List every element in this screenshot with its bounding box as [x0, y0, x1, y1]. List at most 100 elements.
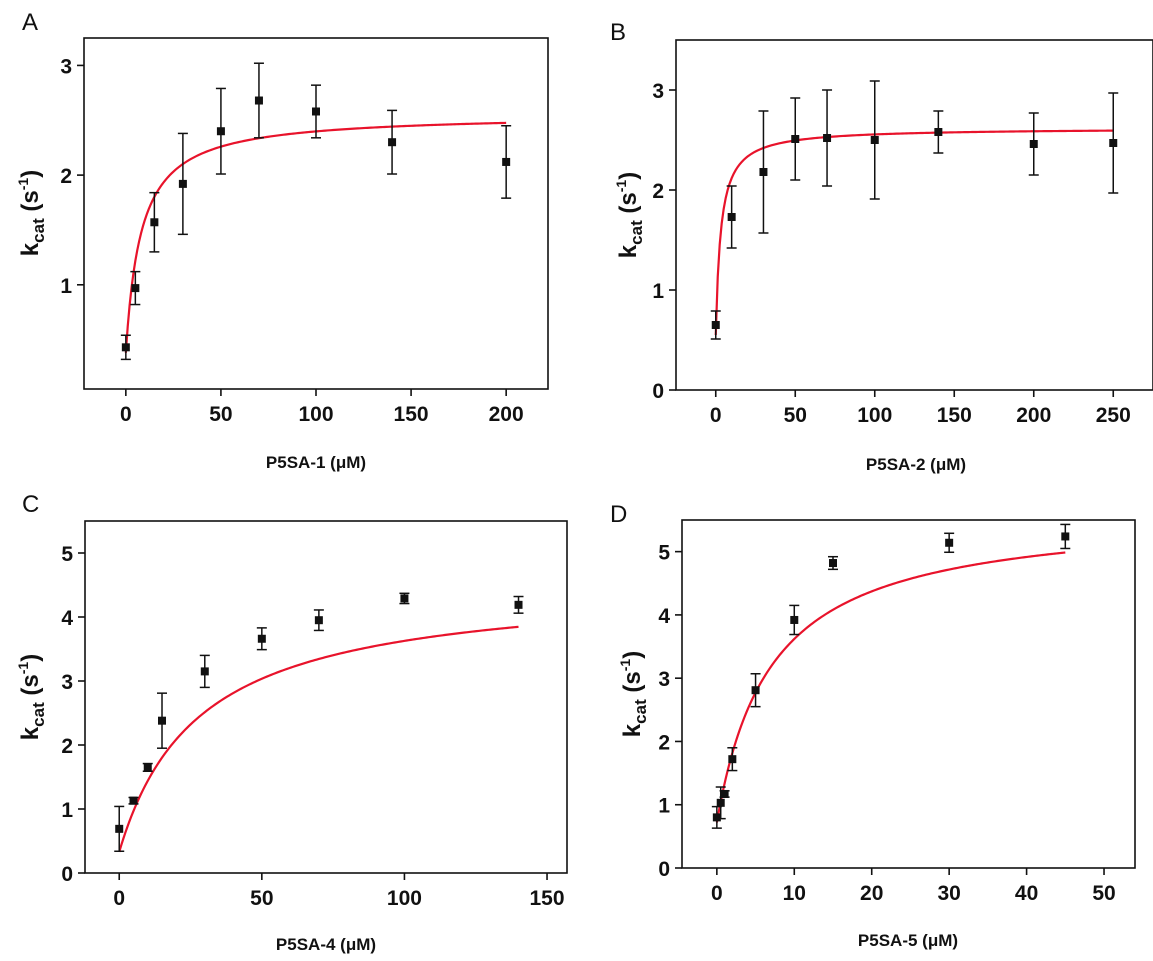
x-axis-label: P5SA-5 (μM): [858, 931, 958, 950]
panel-d: D 0 10 20 30 40 50 0 1 2 3 4 5 P5SA-5 (μM) kcat (s-1): [610, 501, 1136, 950]
fit-curve: [118, 625, 519, 853]
x-axis-label: P5SA-1 (μM): [266, 453, 366, 472]
data-point: [502, 157, 511, 166]
panel-letter: C: [22, 491, 39, 518]
y-label-sup: -1: [15, 178, 31, 191]
data-point: [712, 813, 721, 822]
data-point: [945, 538, 954, 547]
data-point: [823, 134, 832, 142]
x-tick-label: 0: [113, 887, 125, 910]
y-label-unit-open: (s: [615, 192, 642, 220]
y-axis-label: kcat (s-1): [15, 170, 48, 256]
y-axis-label: kcat (s-1): [15, 654, 48, 740]
data-point: [790, 615, 799, 624]
data-point: [400, 594, 409, 603]
y-tick-label: 3: [652, 80, 664, 103]
y-tick-label: 4: [658, 605, 670, 628]
data-point: [514, 600, 523, 609]
data-point: [115, 824, 124, 833]
y-tick-label: 0: [652, 380, 664, 403]
y-label-unit-open: (s: [17, 190, 44, 218]
data-point: [150, 218, 159, 227]
y-tick-label: 2: [61, 735, 73, 758]
x-tick-label: 250: [1096, 404, 1131, 427]
y-tick-label: 0: [658, 858, 670, 881]
data-point: [314, 616, 323, 625]
data-point: [751, 686, 760, 695]
y-tick-label: 0: [61, 863, 73, 886]
y-label-base: k: [17, 726, 44, 740]
x-tick-label: 50: [250, 887, 273, 910]
y-tick-label: 3: [658, 668, 670, 691]
data-point: [720, 789, 729, 798]
data-point: [143, 763, 152, 772]
x-axis-label: P5SA-2 (μM): [866, 455, 966, 474]
x-tick-label: 100: [857, 404, 892, 427]
y-tick-label: 1: [658, 795, 670, 818]
data-point: [1061, 532, 1070, 541]
panel-letter: D: [610, 501, 627, 528]
panel-a: A 0 50 100 150 200 1 2 3 P5SA-1 (μM) kcat (s-1): [15, 9, 549, 472]
y-tick-label: 2: [60, 165, 72, 188]
panel-b: B 0 50 100 150 200 250 0 1 2 3 P5SA-2 (μM) kcat (s-1…: [610, 19, 1153, 474]
data-point: [934, 128, 943, 136]
data-point: [312, 107, 320, 116]
y-tick-label: 2: [652, 180, 664, 203]
data-point: [200, 667, 209, 676]
y-label-unit-open: (s: [17, 674, 44, 702]
data-point: [254, 96, 263, 105]
y-label-unit-close: ): [17, 654, 44, 662]
y-tick-label: 3: [60, 55, 72, 78]
y-label-unit-open: (s: [619, 671, 646, 699]
data-point: [759, 168, 768, 176]
panel-letter: A: [22, 9, 38, 36]
y-label-sub: cat: [627, 220, 646, 245]
data-point: [1109, 139, 1118, 147]
y-tick-label: 5: [658, 542, 670, 565]
y-label-sub: cat: [631, 699, 650, 724]
data-point: [158, 716, 167, 725]
x-tick-label: 200: [489, 403, 524, 426]
fit-curve: [715, 551, 1066, 823]
y-axis-label: kcat (s-1): [613, 172, 646, 258]
y-label-unit-close: ): [17, 170, 44, 178]
data-point: [216, 127, 225, 136]
x-tick-label: 150: [937, 404, 972, 427]
x-tick-label: 0: [710, 404, 722, 427]
y-tick-label: 4: [61, 607, 73, 630]
data-point: [257, 634, 266, 643]
y-label-sub: cat: [29, 218, 48, 243]
x-tick-label: 30: [937, 882, 960, 905]
data-point: [728, 755, 737, 764]
y-label-sup: -1: [617, 659, 633, 672]
x-tick-label: 0: [711, 882, 723, 905]
x-tick-label: 100: [387, 887, 422, 910]
y-tick-label: 1: [61, 799, 73, 822]
y-tick-label: 1: [652, 280, 664, 303]
x-tick-label: 50: [209, 403, 232, 426]
data-point: [791, 135, 800, 143]
plot-frame: [681, 519, 1136, 869]
x-tick-label: 200: [1016, 404, 1051, 427]
y-label-unit-close: ): [619, 651, 646, 659]
data-point: [727, 213, 736, 221]
y-label-base: k: [615, 244, 642, 258]
y-tick-label: 1: [60, 275, 72, 298]
data-point: [129, 796, 138, 805]
data-point: [178, 179, 187, 188]
x-tick-label: 50: [784, 404, 807, 427]
x-tick-label: 10: [783, 882, 806, 905]
x-tick-label: 0: [120, 403, 132, 426]
x-axis-label: P5SA-4 (μM): [276, 935, 376, 954]
panel-c: C 0 50 100 150 0 1 2 3 4 5 P5SA-4 (μM) kcat (s-1): [15, 491, 568, 954]
y-label-sub: cat: [29, 702, 48, 727]
y-tick-label: 5: [61, 543, 73, 566]
data-point: [1029, 140, 1038, 148]
data-point: [131, 284, 140, 293]
y-label-base: k: [17, 242, 44, 256]
data-point: [711, 321, 720, 329]
y-tick-label: 2: [658, 731, 670, 754]
x-tick-label: 100: [298, 403, 333, 426]
y-label-base: k: [619, 723, 646, 737]
